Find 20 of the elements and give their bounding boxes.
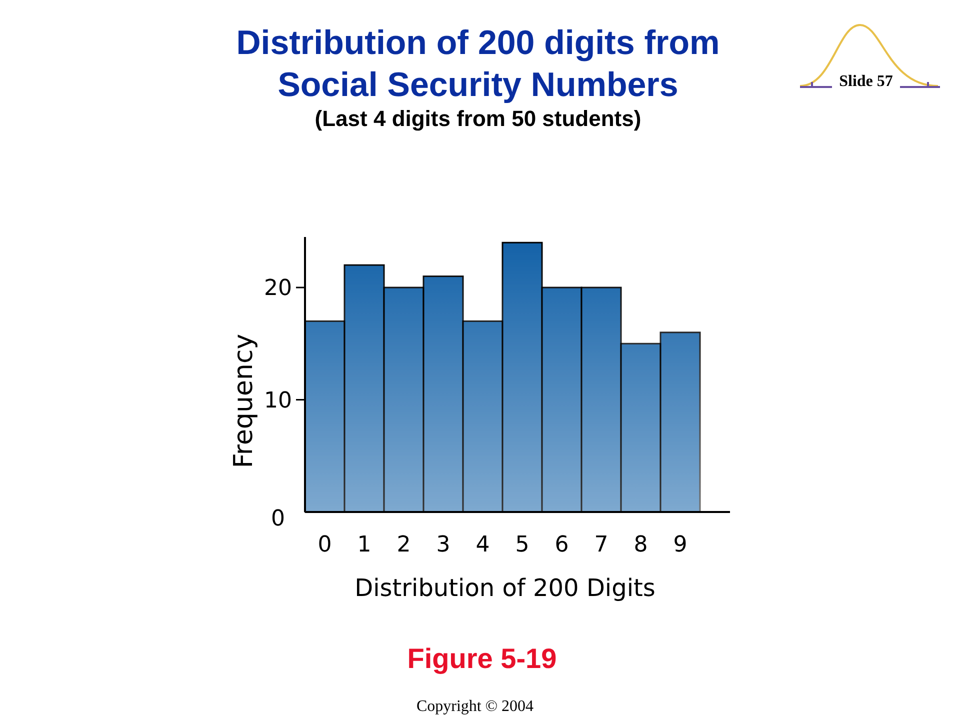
y-tick-label: 10	[264, 388, 292, 414]
x-tick-label: 6	[554, 532, 569, 558]
x-tick-label: 2	[396, 532, 411, 558]
text: Slide 57	[839, 73, 893, 90]
x-tick-label: 8	[634, 532, 648, 558]
chart-subtitle: (Last 4 digits from 50 students)	[314, 106, 642, 131]
y-tick-label: 20	[264, 276, 292, 302]
x-tick-label: 3	[436, 532, 450, 558]
caption: Figure 5-19	[407, 643, 557, 674]
x-tick-label: 9	[673, 532, 688, 558]
y-axis-title: Frequency	[229, 334, 259, 468]
chart-title: Distribution of 200 digits from Social Security Numbers	[236, 24, 720, 104]
x-tick-label: 1	[357, 532, 372, 558]
y-tick-label: 0	[271, 506, 285, 532]
text: Copyright © 2004	[416, 698, 534, 715]
x-tick-label: 7	[594, 532, 608, 558]
x-tick-label: 0	[318, 532, 332, 558]
x-tick-label: 5	[515, 532, 530, 558]
x-axis-title: Distribution of 200 Digits	[354, 574, 656, 602]
x-tick-label: 4	[476, 532, 490, 558]
